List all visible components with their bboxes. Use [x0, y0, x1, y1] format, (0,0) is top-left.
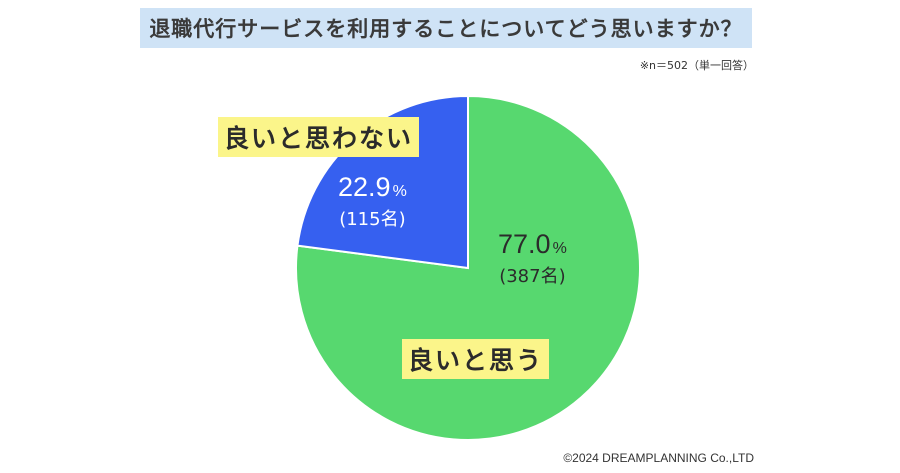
count-no: (115名) — [339, 209, 406, 230]
percent-no: 22.9 — [338, 172, 391, 202]
percent-sign-no: % — [392, 183, 407, 200]
count-yes: (387名) — [499, 266, 566, 287]
value-label-yes: 77.0% (387名) — [498, 229, 567, 288]
category-label-yes: 良いと思う — [402, 339, 550, 379]
value-label-no: 22.9% (115名) — [338, 172, 407, 231]
title-box: 退職代行サービスを利用することについてどう思いますか？ — [140, 8, 752, 48]
copyright-credit: ©2024 DREAMPLANNING Co.,LTD — [563, 451, 754, 465]
chart-title: 退職代行サービスを利用することについてどう思いますか？ — [149, 17, 743, 41]
sample-note: ※n＝502（単一回答） — [639, 59, 754, 72]
percent-sign-yes: % — [552, 240, 567, 257]
percent-yes: 77.0 — [498, 229, 551, 259]
category-label-no: 良いと思わない — [218, 117, 420, 157]
